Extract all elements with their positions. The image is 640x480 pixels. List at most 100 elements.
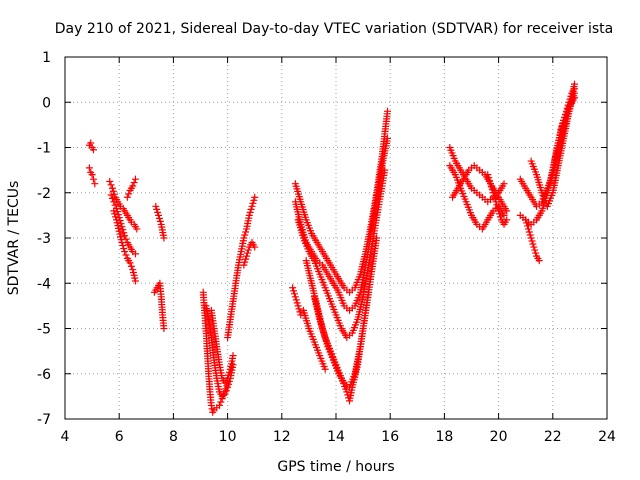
data-point	[530, 243, 538, 251]
data-point	[127, 262, 135, 270]
data-point	[243, 249, 251, 257]
data-point	[160, 325, 168, 332]
data-point	[242, 255, 250, 263]
data-point	[527, 234, 535, 242]
data-point	[525, 228, 533, 236]
data-point	[242, 228, 250, 236]
series-arc-5.7a	[106, 177, 141, 233]
data-point	[522, 216, 530, 224]
series-arc-21.0	[522, 216, 543, 265]
data-point	[249, 199, 257, 207]
data-point	[156, 217, 164, 225]
data-point	[109, 187, 117, 195]
data-point	[154, 211, 162, 219]
data-point	[570, 85, 578, 93]
data-point	[119, 226, 127, 234]
y-axis-label: SDTVAR / TECUs	[6, 181, 22, 296]
data-point	[343, 388, 351, 396]
data-point	[250, 196, 258, 204]
data-point	[152, 202, 160, 210]
y-tick-label: -4	[37, 276, 51, 292]
y-tick-label: -6	[37, 367, 51, 383]
y-tick-label: -7	[37, 412, 51, 428]
data-point	[289, 284, 297, 292]
data-point	[503, 207, 511, 215]
data-point	[484, 171, 492, 179]
data-point	[563, 104, 571, 112]
data-point	[221, 390, 229, 398]
series-arc-5.7c	[110, 207, 139, 285]
series-arc-7.4b	[150, 279, 168, 332]
data-point	[490, 192, 498, 200]
data-point	[126, 259, 134, 267]
data-point	[291, 293, 299, 301]
data-point	[500, 180, 508, 188]
x-tick-label: 24	[598, 429, 616, 445]
series-arc-13.3	[310, 288, 373, 405]
data-point	[153, 205, 161, 213]
data-point	[111, 210, 119, 218]
data-point	[503, 216, 511, 224]
data-point	[560, 116, 568, 124]
data-point	[290, 287, 298, 295]
data-point	[292, 296, 300, 304]
data-point	[107, 191, 115, 199]
data-point	[561, 113, 569, 121]
data-point	[225, 371, 233, 379]
data-point	[243, 252, 251, 260]
data-point	[160, 234, 168, 242]
x-tick-label: 8	[169, 429, 178, 445]
data-point	[251, 243, 259, 251]
data-point	[296, 308, 304, 316]
data-point	[121, 248, 129, 256]
data-point	[107, 181, 115, 189]
grid-lines	[65, 57, 607, 419]
data-point	[558, 122, 566, 130]
data-point	[251, 193, 259, 201]
series-arc-12.5a	[289, 284, 305, 319]
data-point	[493, 201, 501, 209]
data-point	[373, 234, 381, 242]
data-point	[492, 198, 500, 206]
data-point	[122, 251, 130, 259]
data-point	[500, 211, 508, 219]
data-point	[123, 193, 131, 201]
data-point	[241, 231, 249, 239]
x-tick-label: 12	[273, 429, 291, 445]
data-point	[564, 101, 572, 109]
data-point	[488, 186, 496, 194]
data-point	[224, 383, 232, 391]
data-point	[526, 231, 534, 239]
data-point	[528, 237, 536, 245]
data-point	[119, 242, 127, 250]
data-point	[486, 177, 494, 185]
x-tick-label: 14	[327, 429, 345, 445]
data-point	[240, 261, 248, 269]
data-point	[224, 374, 232, 382]
data-point	[496, 213, 504, 221]
data-point	[535, 257, 543, 265]
data-point	[120, 229, 128, 237]
data-point	[131, 250, 139, 258]
data-point	[321, 365, 329, 373]
chart-title: Day 210 of 2021, Sidereal Day-to-day VTE…	[55, 21, 613, 37]
series-arc-10.6	[240, 239, 259, 269]
data-point	[131, 175, 139, 183]
data-point	[88, 171, 96, 179]
data-point	[531, 246, 539, 254]
x-tick-label: 20	[490, 429, 508, 445]
data-point	[133, 225, 141, 233]
data-point	[240, 234, 248, 242]
data-point	[566, 95, 574, 103]
data-point	[529, 240, 537, 248]
data-point	[245, 211, 253, 219]
data-point	[225, 368, 233, 376]
data-point	[87, 139, 95, 147]
series-arc-12.7	[294, 166, 389, 342]
data-point	[246, 208, 254, 216]
data-point	[118, 223, 126, 231]
data-point	[248, 202, 256, 210]
data-point	[155, 214, 163, 222]
data-point	[91, 180, 99, 188]
